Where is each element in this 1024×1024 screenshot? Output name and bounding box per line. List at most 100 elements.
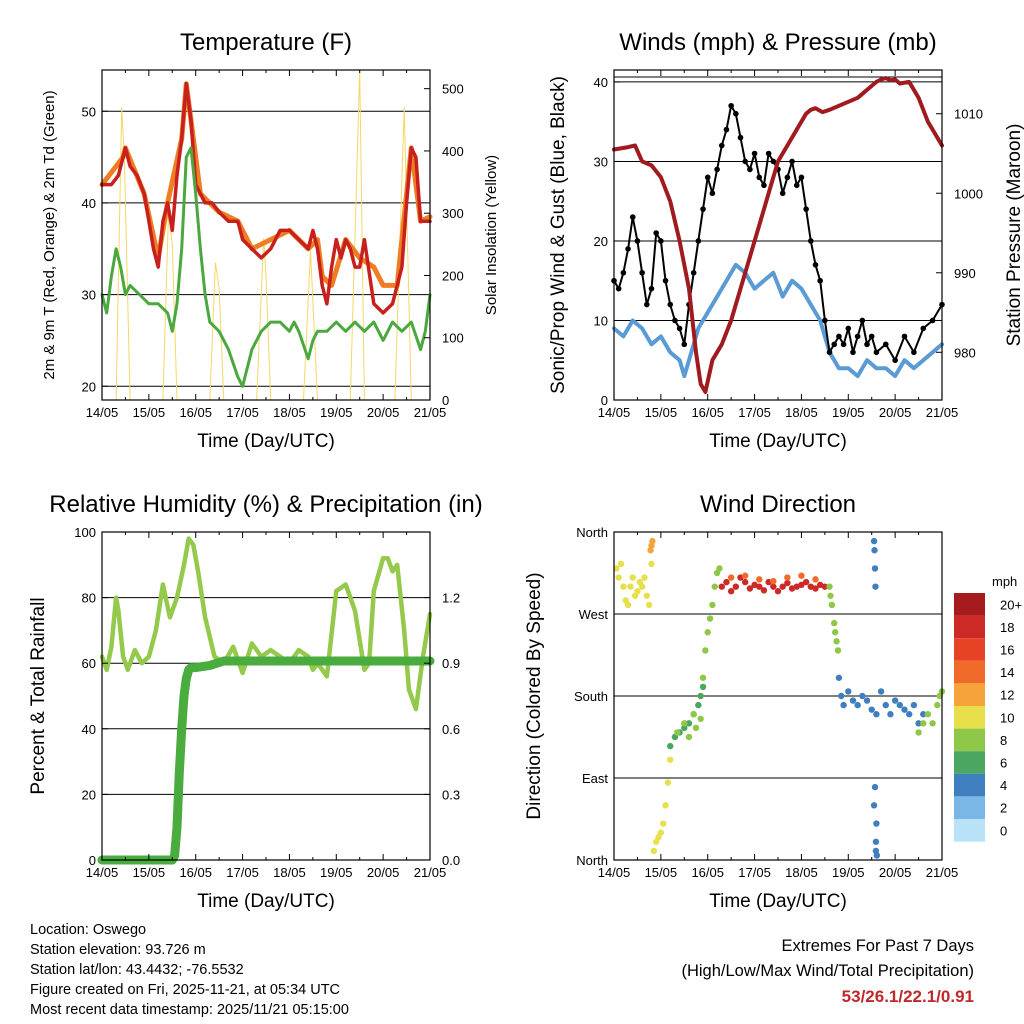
direction-point <box>704 629 711 636</box>
extremes-box: Extremes For Past 7 Days (High/Low/Max W… <box>681 934 974 1009</box>
colorbar-swatch <box>954 728 985 752</box>
colorbar-label: 4 <box>1000 778 1007 793</box>
chart-title: Relative Humidity (%) & Precipitation (i… <box>49 491 482 518</box>
x-tick-label: 15/05 <box>645 865 678 880</box>
direction-point <box>643 592 650 599</box>
direction-point <box>833 638 840 645</box>
x-tick-label: 20/05 <box>879 865 912 880</box>
y-axis-label: Sonic/Prop Wind & Gust (Blue, Black) <box>548 76 569 394</box>
latest-text: Most recent data timestamp: 2025/11/21 0… <box>30 1002 349 1018</box>
direction-point <box>784 579 791 587</box>
direction-point <box>920 711 927 718</box>
direction-point <box>727 574 735 581</box>
x-tick-label: 20/05 <box>367 865 400 880</box>
series-wind <box>612 262 944 379</box>
direction-point <box>657 829 665 836</box>
direction-point <box>634 588 641 595</box>
x-tick-label: 20/05 <box>367 405 400 420</box>
direction-point <box>674 729 681 736</box>
chart-title: Winds (mph) & Pressure (mb) <box>619 29 936 56</box>
direction-point <box>906 711 913 718</box>
x-tick-label: 21/05 <box>926 405 959 420</box>
x-tick-label: 16/05 <box>179 865 212 880</box>
colorbar-swatch <box>954 706 985 729</box>
direction-point <box>742 578 749 586</box>
y2-tick-label: 980 <box>954 345 976 360</box>
direction-point <box>667 756 674 763</box>
direction-point <box>706 615 714 622</box>
direction-point <box>770 583 777 590</box>
panel-temperature: 14/05 15/05 16/05 17/05 18/05 19/05 20/05 21/05… <box>41 29 500 452</box>
direction-point <box>660 820 667 827</box>
direction-point <box>638 583 646 590</box>
series-relative-humidity <box>99 536 433 712</box>
series-2m-dewpoint <box>100 146 432 388</box>
colorbar-label: 20+ <box>1000 597 1022 612</box>
x-tick-label: 15/05 <box>133 865 166 880</box>
colorbar-label: 2 <box>1000 801 1007 816</box>
direction-point <box>697 715 704 722</box>
direction-point <box>641 574 648 581</box>
direction-point <box>718 583 725 590</box>
colorbar-swatch <box>954 773 985 797</box>
y2-tick-label: 1.2 <box>442 591 460 606</box>
panel-wind_direction: 14/05 15/05 16/05 17/05 18/05 19/05 20/05 21/05… <box>524 491 1022 912</box>
direction-point <box>870 537 878 545</box>
series-2m-temperature <box>100 82 432 315</box>
direction-point <box>845 688 852 695</box>
direction-point <box>871 547 878 554</box>
direction-point <box>615 574 622 581</box>
direction-point <box>723 578 730 586</box>
elevation-text: Station elevation: 93.726 m <box>30 942 206 958</box>
direction-point <box>685 720 693 727</box>
y-tick-label: West <box>579 607 609 622</box>
direction-point <box>760 587 768 594</box>
extremes-title: Extremes For Past 7 Days <box>781 937 974 955</box>
x-tick-label: 18/05 <box>785 865 818 880</box>
x-tick-label: 19/05 <box>320 865 353 880</box>
panel-humidity: 14/05 15/05 16/05 17/05 18/05 19/05 20/05 21/05… <box>28 491 483 912</box>
direction-point <box>681 724 688 732</box>
direction-point <box>812 585 819 592</box>
y2-tick-label: 0.9 <box>442 656 460 671</box>
direction-point <box>690 711 697 718</box>
direction-point <box>617 560 625 568</box>
x-tick-label: 19/05 <box>320 405 353 420</box>
direction-point <box>802 578 810 586</box>
direction-point <box>877 688 885 695</box>
colorbar-label: 6 <box>1000 756 1007 771</box>
extremes-values: 53/26.1/22.1/0.91 <box>841 987 974 1006</box>
direction-point <box>859 692 866 700</box>
colorbar-label: 18 <box>1000 620 1014 635</box>
direction-point <box>613 565 620 572</box>
direction-point <box>831 619 838 627</box>
direction-point <box>756 583 763 590</box>
y-tick-label: 80 <box>82 591 96 606</box>
direction-point <box>896 701 904 709</box>
extremes-subtitle: (High/Low/Max Wind/Total Precipitation) <box>681 962 974 980</box>
direction-point <box>929 720 936 727</box>
y-tick-label: 20 <box>594 234 608 249</box>
direction-point <box>681 720 688 727</box>
direction-point <box>699 674 707 681</box>
direction-point <box>849 697 857 704</box>
y-tick-label: 40 <box>82 196 96 211</box>
colorbar-label: 0 <box>1000 823 1007 838</box>
y2-tick-label: 400 <box>442 144 464 159</box>
colorbar-title: mph <box>992 574 1017 589</box>
direction-point <box>924 711 932 718</box>
direction-point <box>920 720 927 727</box>
direction-point <box>624 601 632 609</box>
colorbar-swatch <box>954 683 985 706</box>
y-tick-label: 50 <box>82 104 96 119</box>
y-tick-label: 100 <box>74 525 96 540</box>
direction-point <box>873 852 881 859</box>
direction-point <box>756 576 763 583</box>
x-tick-label: 18/05 <box>273 405 306 420</box>
colorbar-swatch <box>954 593 985 616</box>
station-info: Location: Oswego Station elevation: 93.7… <box>30 920 349 1020</box>
colorbar-swatch <box>954 638 985 661</box>
x-tick-label: 21/05 <box>414 405 447 420</box>
x-tick-label: 16/05 <box>179 405 212 420</box>
direction-point <box>934 701 941 709</box>
